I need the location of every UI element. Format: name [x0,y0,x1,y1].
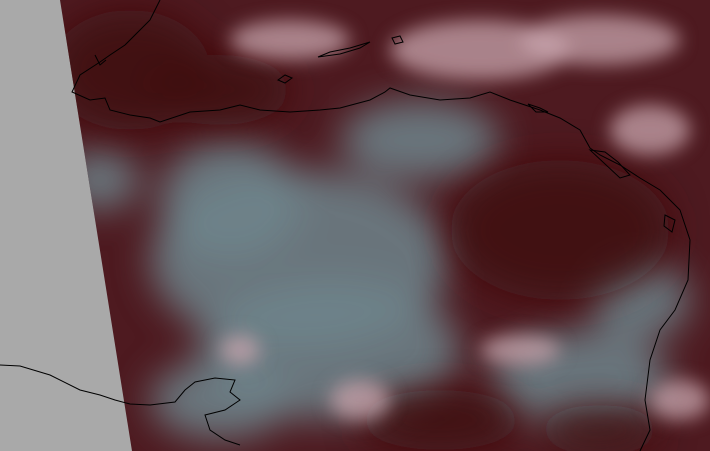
coastline [663,214,676,233]
coastline-overlay [0,0,691,451]
dark-area [360,390,520,450]
coastline [588,149,631,179]
dark-area [540,405,660,451]
dark-area [150,55,290,125]
low-cloud-area [150,360,290,440]
coastline [276,74,294,84]
high-cloud-area [650,380,710,420]
high-cloud-area [230,20,350,60]
high-cloud-area [610,105,690,155]
high-cloud-area [220,335,260,365]
high-cloud-area [330,380,390,420]
coastline [317,41,371,58]
coastline [391,35,404,45]
low-cloud-area [340,100,500,180]
high-cloud-area [480,335,560,365]
coastline [0,364,241,446]
coastline [71,0,691,451]
coastline [527,103,549,113]
high-cloud-area [520,15,680,65]
dark-area [450,160,670,300]
low-cloud-area [160,140,300,260]
coastline [94,54,107,66]
